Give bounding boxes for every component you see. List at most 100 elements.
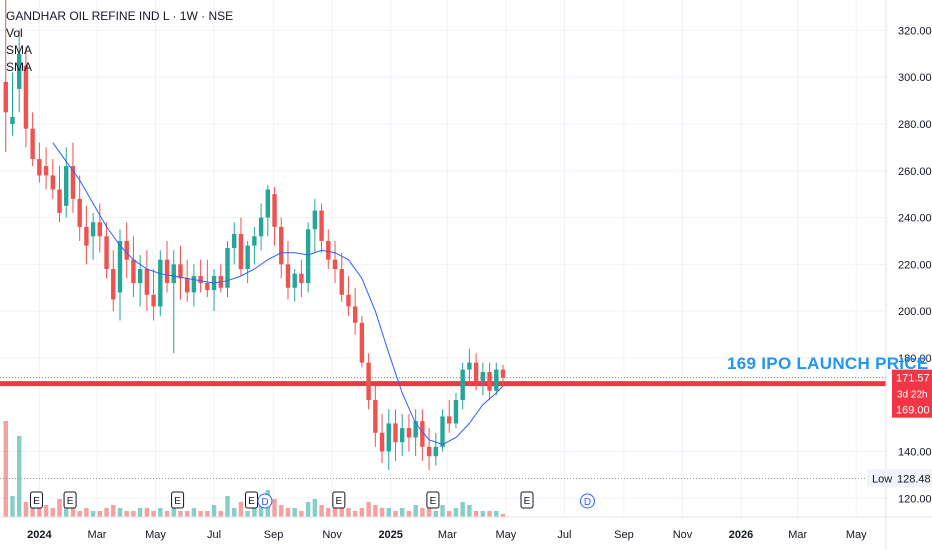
volume-bar xyxy=(225,496,230,517)
candle-body xyxy=(158,259,163,307)
dividend-marker: D xyxy=(257,493,273,509)
dividend-marker: D xyxy=(579,493,595,509)
volume-bar xyxy=(400,508,405,517)
candle-body xyxy=(84,226,89,246)
earnings-marker-box xyxy=(63,491,77,509)
candle-body xyxy=(440,416,445,447)
candle-body xyxy=(144,269,150,295)
volume-bar xyxy=(164,511,170,517)
candle-body xyxy=(393,423,398,443)
volume-bar xyxy=(16,436,22,517)
volume-bar xyxy=(131,511,136,517)
candle-body xyxy=(184,278,190,293)
volume-bar xyxy=(144,508,150,517)
candle-body xyxy=(326,240,331,260)
earnings-marker: E xyxy=(171,491,185,509)
candle-body xyxy=(447,416,452,424)
candle-body xyxy=(406,428,412,438)
dividend-marker-circle xyxy=(579,493,595,509)
volume-bar xyxy=(292,508,297,517)
candle-body xyxy=(124,240,129,260)
candle-body xyxy=(70,166,76,199)
volume-indicator-label[interactable]: Vol xyxy=(6,26,23,40)
grid-lines xyxy=(0,0,886,517)
candle-body xyxy=(117,240,123,293)
earnings-marker-label: E xyxy=(430,496,437,507)
candle-body xyxy=(386,423,391,452)
low-badge xyxy=(867,469,932,488)
volume-bar xyxy=(37,508,42,517)
volume-bar xyxy=(117,508,123,517)
candle-body xyxy=(352,306,358,323)
candle-body xyxy=(265,189,271,218)
candle-body xyxy=(252,236,257,246)
earnings-marker-label: E xyxy=(174,496,181,507)
symbol-title[interactable]: GANDHAR OIL REFINE IND L · 1W · NSE xyxy=(6,9,234,23)
candle-body xyxy=(131,259,136,284)
candle-body xyxy=(339,269,344,295)
time-tick-label: 2024 xyxy=(27,529,52,541)
volume-bar xyxy=(494,511,499,517)
candle-body xyxy=(97,222,103,237)
sma-indicator-label-1[interactable]: SMA xyxy=(6,43,33,57)
candle-body xyxy=(137,269,143,284)
earnings-marker-label: E xyxy=(524,496,531,507)
time-tick-label: 2025 xyxy=(378,529,402,541)
volume-bar xyxy=(352,511,358,517)
time-tick-label: Nov xyxy=(322,529,342,541)
volume-bar xyxy=(238,502,244,517)
candle-body xyxy=(473,362,479,382)
volume-bars xyxy=(3,421,506,517)
candle-body xyxy=(460,369,465,401)
last-price-badge xyxy=(892,369,932,418)
dividend-marker-label: D xyxy=(261,497,268,508)
candle-body xyxy=(90,222,96,237)
earnings-marker-box xyxy=(520,491,534,509)
price-tick-label: 280.00 xyxy=(898,119,932,131)
price-tick-label: 220.00 xyxy=(898,259,932,271)
volume-bar xyxy=(111,505,116,517)
volume-bar xyxy=(433,511,439,517)
price-tick-label: 120.00 xyxy=(898,493,932,505)
volume-bar xyxy=(232,508,237,517)
volume-bar xyxy=(359,508,365,517)
candle-body xyxy=(16,53,22,89)
candle-body xyxy=(312,210,318,230)
time-tick-label: May xyxy=(846,529,867,541)
earnings-marker: E xyxy=(63,491,77,509)
price-tick-label: 320.00 xyxy=(898,25,932,37)
candle-body xyxy=(37,159,42,176)
ipo-price-value: 169.00 xyxy=(896,405,930,417)
volume-bar xyxy=(285,508,291,517)
candle-body xyxy=(272,194,277,227)
volume-bar xyxy=(30,508,35,517)
sma-indicator-label-2[interactable]: SMA xyxy=(6,60,33,74)
ipo-launch-price-annotation: 169 IPO LAUNCH PRICE xyxy=(727,354,929,373)
volume-bar xyxy=(373,505,378,517)
volume-bar xyxy=(104,508,109,517)
volume-bar xyxy=(305,502,311,517)
volume-bar xyxy=(43,505,49,517)
candle-body xyxy=(453,400,459,424)
candle-body xyxy=(467,362,472,370)
volume-bar xyxy=(178,511,183,517)
volume-bar xyxy=(500,514,506,517)
volume-bar xyxy=(191,508,197,517)
candle-body xyxy=(258,217,264,237)
time-tick-label: Sep xyxy=(264,529,284,541)
volume-bar xyxy=(487,511,492,517)
earnings-marker: E xyxy=(244,491,258,509)
price-tick-label: 240.00 xyxy=(898,213,932,225)
volume-bar xyxy=(346,508,351,517)
earnings-marker: E xyxy=(332,491,346,509)
price-badges: 171.57 3d 22h 169.00 Low 128.48 xyxy=(867,369,932,488)
volume-bar xyxy=(393,511,398,517)
earnings-marker: E xyxy=(29,491,43,509)
volume-bar xyxy=(77,511,82,517)
volume-bar xyxy=(272,499,277,517)
candle-body xyxy=(426,446,432,457)
earnings-marker-box xyxy=(244,491,258,509)
volume-bar xyxy=(299,511,304,517)
volume-bar xyxy=(440,505,445,517)
